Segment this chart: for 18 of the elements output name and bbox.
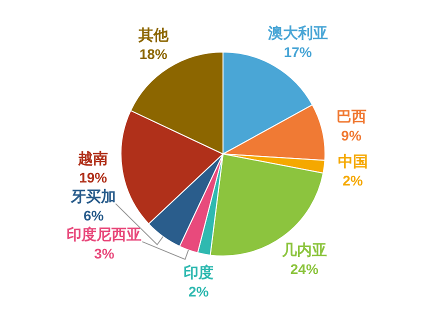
- slice-label: 中国: [338, 152, 368, 170]
- slice-label: 牙买加: [70, 188, 116, 206]
- data-label: 17%: [284, 44, 312, 60]
- data-label: 18%: [139, 46, 168, 62]
- slice-label: 其他: [137, 26, 170, 44]
- data-label: 24%: [290, 261, 319, 278]
- slice-label: 印度尼西亚: [66, 226, 142, 244]
- data-label: 19%: [79, 170, 108, 186]
- data-label: 2%: [188, 284, 210, 300]
- data-label: 9%: [341, 128, 362, 144]
- slice-label: 巴西: [336, 108, 366, 126]
- slice-label: 印度: [184, 264, 214, 282]
- slice-label: 越南: [77, 150, 108, 168]
- slice-label: 澳大利亚: [266, 24, 328, 42]
- data-label: 2%: [342, 172, 364, 188]
- data-label: 3%: [94, 246, 115, 262]
- slice-label: 几内亚: [280, 241, 327, 260]
- data-label: 6%: [84, 208, 104, 224]
